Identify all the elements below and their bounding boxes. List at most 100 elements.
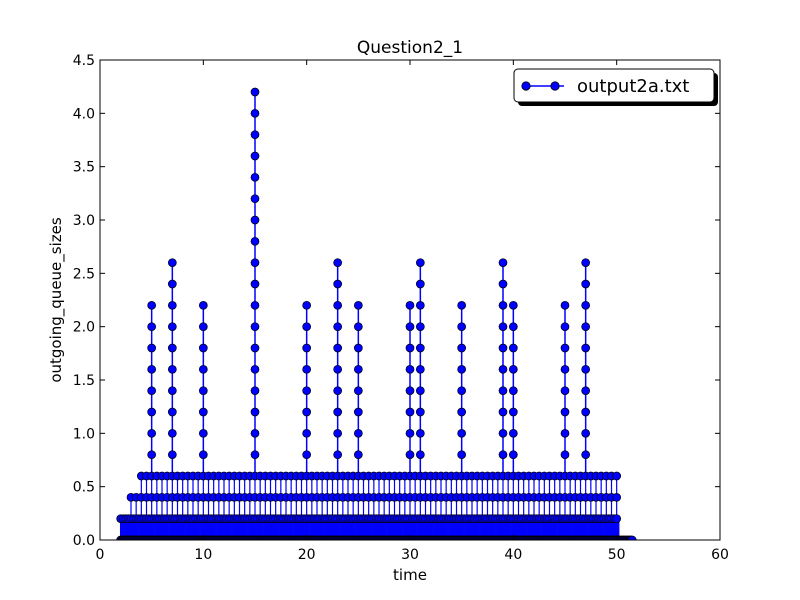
y-tick-label: 4.0 <box>73 106 95 122</box>
data-point <box>498 386 508 396</box>
data-point <box>167 428 177 438</box>
data-point <box>250 386 260 396</box>
data-point <box>405 450 415 460</box>
data-point <box>508 428 518 438</box>
x-tick-label: 50 <box>608 547 626 563</box>
data-point <box>302 364 312 374</box>
x-tick-label: 0 <box>96 547 105 563</box>
data-point <box>405 364 415 374</box>
data-point <box>250 130 260 140</box>
data-point <box>302 343 312 353</box>
data-point <box>405 300 415 310</box>
legend-marker <box>521 81 531 91</box>
data-point <box>560 343 570 353</box>
data-point <box>508 450 518 460</box>
data-point <box>302 407 312 417</box>
data-point <box>353 343 363 353</box>
data-point <box>508 322 518 332</box>
data-point <box>198 343 208 353</box>
data-point <box>198 407 208 417</box>
data-point <box>147 428 157 438</box>
data-point <box>250 364 260 374</box>
data-point <box>581 386 591 396</box>
data-point <box>147 386 157 396</box>
data-point <box>457 450 467 460</box>
data-point <box>250 215 260 225</box>
data-point <box>167 279 177 289</box>
data-point <box>415 386 425 396</box>
data-point <box>250 258 260 268</box>
data-point <box>415 364 425 374</box>
data-point <box>457 300 467 310</box>
data-point <box>333 322 343 332</box>
data-point <box>415 322 425 332</box>
data-point <box>147 343 157 353</box>
data-point <box>457 322 467 332</box>
data-point <box>147 364 157 374</box>
data-point <box>498 300 508 310</box>
data-point <box>457 407 467 417</box>
data-point <box>405 322 415 332</box>
y-tick-label: 0.5 <box>73 480 95 496</box>
data-point <box>508 300 518 310</box>
data-point <box>147 450 157 460</box>
data-point <box>498 407 508 417</box>
data-point <box>198 386 208 396</box>
y-tick-label: 3.0 <box>73 213 95 229</box>
data-point <box>333 343 343 353</box>
y-tick-label: 1.0 <box>73 426 95 442</box>
data-point <box>415 279 425 289</box>
data-point <box>581 343 591 353</box>
data-point <box>612 514 622 524</box>
data-point <box>560 428 570 438</box>
data-point <box>147 322 157 332</box>
data-point <box>167 450 177 460</box>
chart-title: Question2_1 <box>357 38 463 58</box>
data-point <box>415 300 425 310</box>
x-axis-label: time <box>393 566 427 584</box>
data-point <box>250 87 260 97</box>
data-point <box>353 300 363 310</box>
data-point <box>498 258 508 268</box>
data-point <box>560 322 570 332</box>
y-tick-label: 3.5 <box>73 160 95 176</box>
data-point <box>457 343 467 353</box>
data-point <box>167 322 177 332</box>
data-point <box>612 492 622 502</box>
data-point <box>250 300 260 310</box>
data-point <box>415 428 425 438</box>
data-point <box>612 471 622 481</box>
data-point <box>581 258 591 268</box>
data-point <box>581 279 591 289</box>
y-axis-label: outgoing_queue_sizes <box>47 217 66 383</box>
data-point <box>302 450 312 460</box>
data-point <box>250 450 260 460</box>
data-point <box>498 364 508 374</box>
data-point <box>560 450 570 460</box>
data-point <box>457 386 467 396</box>
data-point <box>353 407 363 417</box>
x-tick-label: 60 <box>711 547 729 563</box>
data-point <box>333 407 343 417</box>
data-point <box>167 364 177 374</box>
data-point <box>250 108 260 118</box>
data-point <box>302 322 312 332</box>
data-point <box>147 407 157 417</box>
data-point <box>198 364 208 374</box>
data-point <box>498 428 508 438</box>
data-point <box>627 535 637 540</box>
data-point <box>457 428 467 438</box>
data-point <box>581 322 591 332</box>
data-point <box>415 258 425 268</box>
data-point <box>581 300 591 310</box>
data-point <box>405 343 415 353</box>
data-point <box>560 300 570 310</box>
data-point <box>302 428 312 438</box>
data-point <box>333 450 343 460</box>
data-point <box>302 386 312 396</box>
data-point <box>581 364 591 374</box>
data-point <box>498 322 508 332</box>
data-point <box>508 343 518 353</box>
data-point <box>560 364 570 374</box>
data-point <box>405 407 415 417</box>
